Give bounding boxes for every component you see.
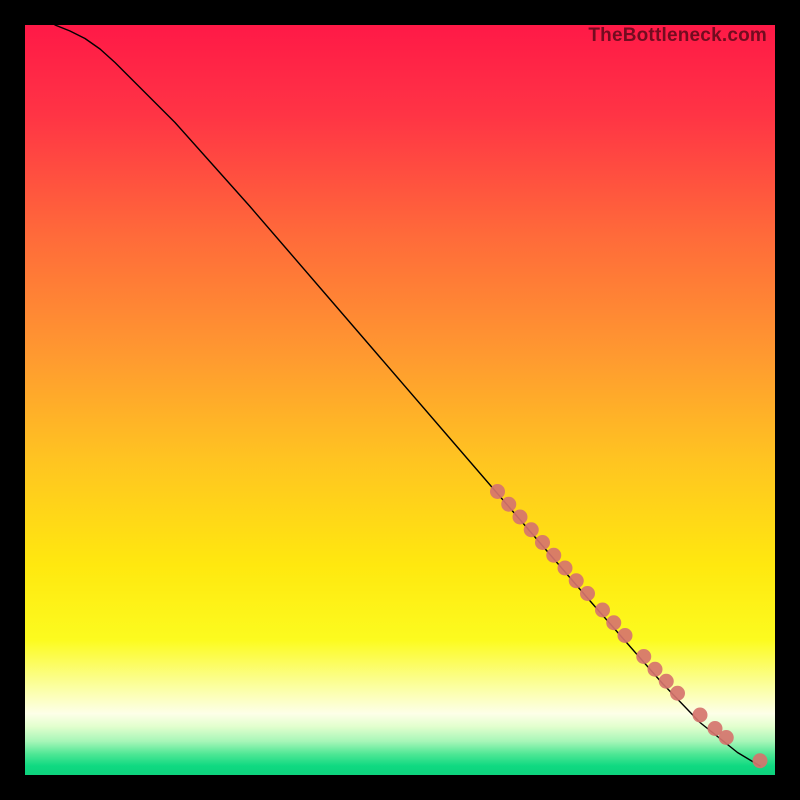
scatter-point: [524, 522, 539, 537]
scatter-point: [648, 662, 663, 677]
plot-area: TheBottleneck.com: [25, 25, 775, 775]
scatter-point: [693, 708, 708, 723]
scatter-point: [501, 497, 516, 512]
scatter-point: [636, 649, 651, 664]
scatter-point: [659, 674, 674, 689]
chart-root: TheBottleneck.com: [0, 0, 800, 800]
scatter-point: [618, 628, 633, 643]
scatter-point: [513, 510, 528, 525]
scatter-point: [558, 561, 573, 576]
scatter-point: [670, 686, 685, 701]
scatter-point: [580, 586, 595, 601]
scatter-point: [719, 730, 734, 745]
scatter-point: [535, 535, 550, 550]
scatter-point: [490, 484, 505, 499]
gradient-background: [25, 25, 775, 775]
scatter-point: [595, 603, 610, 618]
scatter-point: [753, 753, 768, 768]
watermark-text: TheBottleneck.com: [588, 25, 767, 47]
chart-svg: [25, 25, 775, 775]
scatter-point: [569, 573, 584, 588]
scatter-point: [606, 615, 621, 630]
scatter-point: [546, 548, 561, 563]
